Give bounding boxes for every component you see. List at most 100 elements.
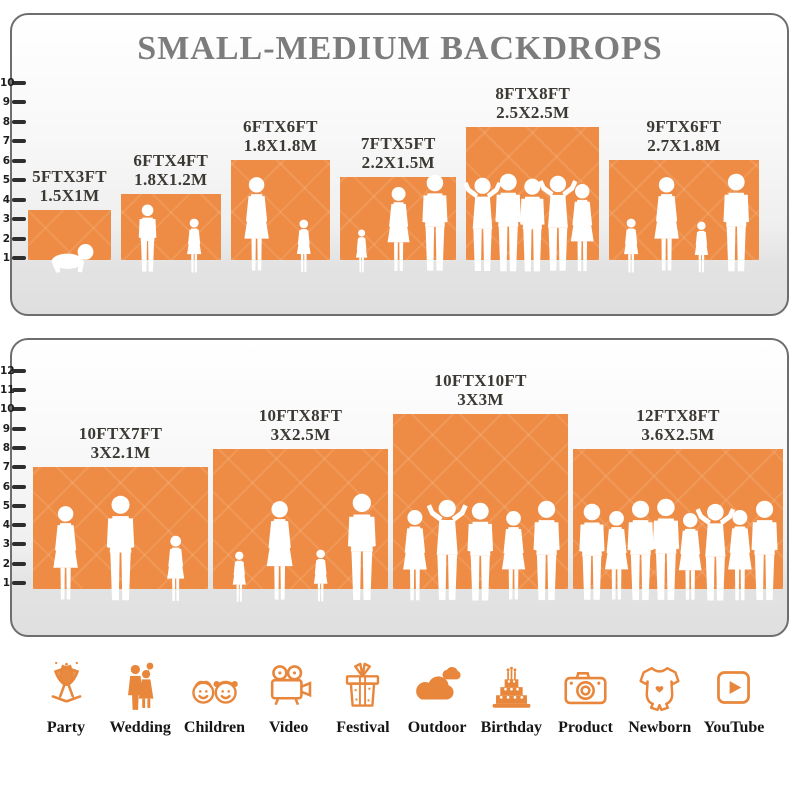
ruler-tick: [12, 217, 26, 221]
birthday-icon: [492, 666, 531, 708]
person-silhouette-woman: [495, 510, 532, 603]
wedding-icon: [127, 662, 154, 710]
category-item-newborn: Newborn: [624, 660, 696, 737]
person-silhouette-woman: [259, 500, 300, 603]
ruler-number: 2: [2, 232, 10, 245]
ruler-tick: [12, 236, 26, 241]
person-silhouette-man: [417, 174, 453, 274]
backdrop-size-label: 10FTX8FT 3X2.5M: [193, 406, 408, 444]
category-item-birthday: Birthday: [475, 660, 547, 737]
ruler-number: 9: [2, 422, 10, 435]
person-silhouette-girl: [161, 535, 190, 603]
person-silhouette-girl: [690, 221, 713, 274]
person-silhouette-man: [718, 173, 754, 274]
backdrop-rect-6ftx6ft: [230, 160, 331, 260]
backdrop-size-ft: 6FTX4FT: [133, 150, 209, 170]
category-label: Product: [558, 719, 613, 736]
person-silhouette-man: [101, 495, 140, 604]
ruler-number: 1: [2, 577, 10, 589]
ruler-tick: [12, 426, 26, 431]
ruler-tick: [12, 581, 26, 585]
person-silhouette-baby: [40, 242, 98, 274]
ruler-tick: [12, 388, 26, 392]
product-icon: [564, 672, 607, 705]
category-label: Video: [268, 719, 309, 736]
ruler-tick: [12, 197, 26, 202]
ruler-number: 5: [2, 174, 10, 186]
backdrop-size-ft: 12FTX8FT: [636, 406, 720, 425]
category-item-outdoor: Outdoor: [401, 660, 473, 737]
ruler-tick: [12, 407, 26, 412]
ruler-number: 3: [2, 538, 10, 551]
backdrop-size-m: 2.5X2.5M: [496, 103, 570, 123]
ruler-tick: [12, 119, 26, 124]
backdrop-size-ft: 7FTX5FT: [360, 134, 436, 153]
backdrop-size-label: 8FTX8FT 2.5X2.5M: [446, 84, 619, 122]
backdrop-size-m: 3.6X2.5M: [641, 425, 715, 444]
ruler-tick: [12, 178, 26, 182]
person-silhouette-woman: [381, 186, 416, 274]
category-item-wedding: Wedding: [104, 660, 176, 737]
backdrop-size-m: 3X2.1M: [90, 442, 151, 462]
person-silhouette-woman: [46, 505, 85, 603]
backdrop-size-m: 3X3M: [457, 390, 504, 409]
outdoor-icon: [415, 667, 461, 700]
category-item-festival: Festival: [327, 660, 399, 737]
person-silhouette-girl: [309, 549, 332, 603]
ruler-number: 6: [2, 154, 10, 167]
person-silhouette-man: [746, 500, 783, 603]
category-label: Newborn: [628, 719, 692, 736]
backdrop-size-label: 5FTX3FT 1.5X1M: [8, 167, 131, 205]
ruler-tick: [12, 139, 26, 143]
backdrop-size-ft: 10FTX7FT: [78, 423, 163, 443]
person-silhouette-boy: [135, 204, 160, 274]
ruler-number: 8: [2, 115, 10, 128]
person-silhouette-man: [342, 493, 382, 603]
ruler-tick: [12, 158, 26, 163]
category-label: Party: [46, 719, 86, 736]
backdrop-size-m: 2.2X1.5M: [361, 153, 435, 172]
ruler-number: 7: [2, 135, 10, 147]
category-item-youtube: YouTube: [698, 660, 770, 737]
ruler-tick: [12, 523, 26, 528]
ruler-tick: [12, 503, 26, 508]
person-silhouette-girl: [292, 219, 316, 274]
backdrop-rect-5ftx3ft: [28, 210, 111, 260]
ruler-tick: [12, 368, 26, 373]
ruler-tick: [12, 256, 26, 260]
person-silhouette-man: [528, 500, 565, 603]
backdrop-size-m: 1.8X1.8M: [243, 136, 317, 156]
ruler-tick: [12, 484, 26, 489]
youtube-icon: [717, 671, 751, 704]
ruler-tick: [12, 465, 26, 470]
backdrop-size-label: 9FTX6FT 2.7X1.8M: [589, 117, 778, 155]
person-silhouette-man: [462, 502, 499, 604]
ruler-tick: [12, 561, 26, 566]
ruler-number: 12: [0, 364, 15, 377]
ruler-number: 3: [2, 213, 10, 225]
person-silhouette-woman: [564, 183, 601, 274]
ruler-tick: [12, 542, 26, 547]
backdrop-size-ft: 9FTX6FT: [646, 117, 722, 137]
category-label: Wedding: [109, 719, 171, 736]
backdrop-size-ft: 6FTX6FT: [242, 117, 318, 137]
children-icon: [192, 680, 238, 704]
person-silhouette-woman: [237, 176, 276, 274]
ruler-number: 4: [2, 519, 10, 532]
category-label: Festival: [336, 719, 390, 736]
category-row: Party Wedding Children Video Festival Outdoor…: [30, 660, 770, 737]
backdrop-size-ft: 10FTX8FT: [258, 406, 343, 425]
category-label: Birthday: [480, 719, 542, 736]
category-item-video: Video: [253, 660, 325, 737]
ruler-tick: [12, 445, 26, 450]
category-item-party: Party: [30, 660, 102, 737]
person-silhouette-girl: [228, 551, 251, 604]
backdrop-size-label: 6FTX4FT 1.8X1.2M: [101, 151, 241, 189]
category-label: Children: [183, 719, 245, 736]
festival-icon: [346, 662, 380, 707]
backdrop-size-label: 10FTX10FT 3X3M: [373, 371, 588, 409]
ruler-number: 7: [2, 461, 10, 474]
backdrop-size-m: 1.5X1M: [39, 186, 100, 206]
backdrop-size-label: 6FTX6FT 1.8X1.8M: [211, 117, 351, 155]
